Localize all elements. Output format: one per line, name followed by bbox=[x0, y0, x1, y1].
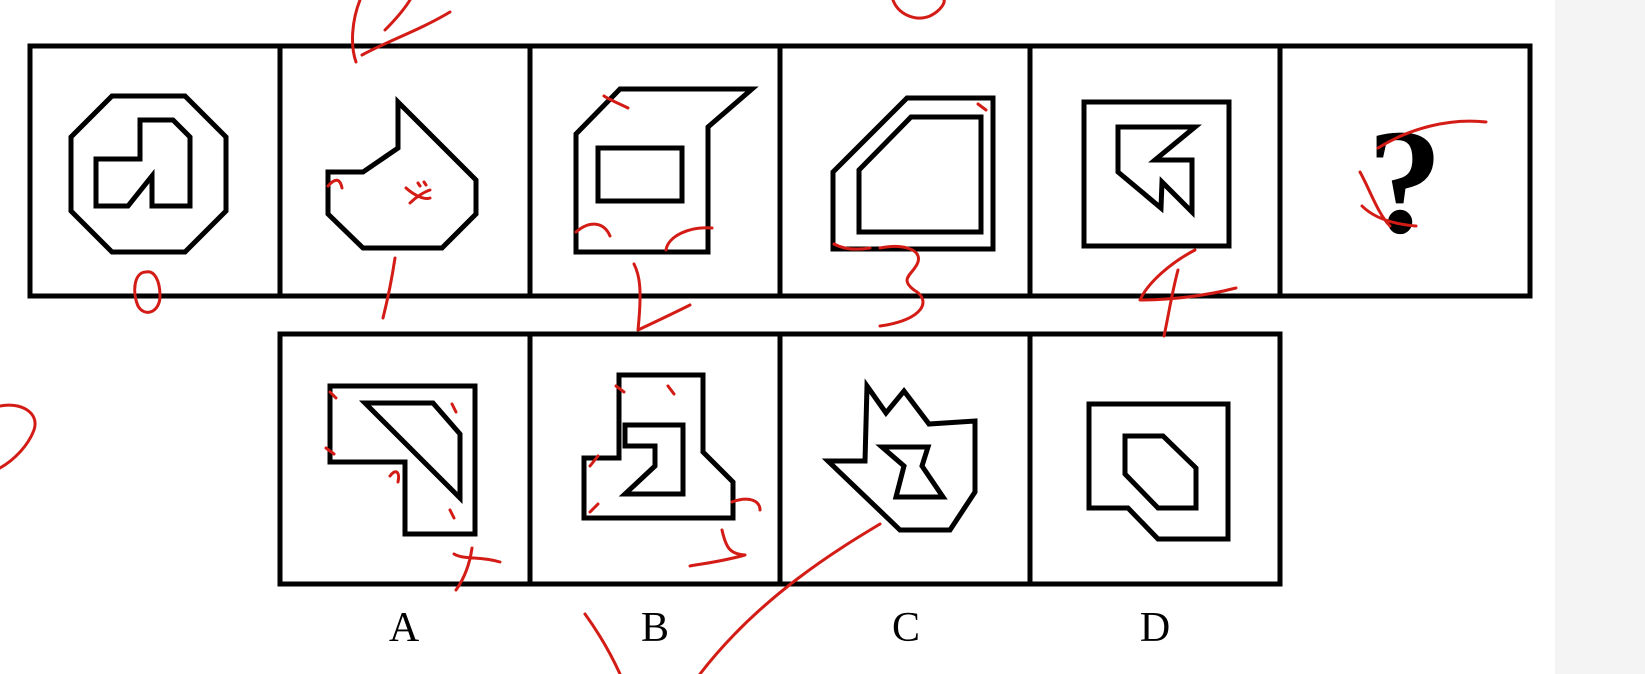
sequence-figure-5 bbox=[1081, 99, 1232, 249]
option-label-b: B bbox=[641, 605, 669, 651]
inner-rectangle bbox=[595, 145, 685, 204]
sequence-missing-cell: ? bbox=[1368, 99, 1443, 265]
option-c-flame-figure bbox=[821, 378, 978, 533]
ink-mark-cell-3 bbox=[574, 94, 714, 252]
ink-question-mark-strike bbox=[1358, 119, 1488, 228]
slanted-frame bbox=[573, 86, 759, 255]
option-d[interactable] bbox=[1086, 401, 1231, 542]
option-label-c: C bbox=[892, 605, 920, 651]
option-b-outer-figure bbox=[581, 372, 736, 521]
ink-option-b-check bbox=[583, 612, 622, 674]
ink-mark-cell-4 bbox=[832, 102, 988, 251]
sequence-figure-2 bbox=[325, 95, 479, 251]
octagon-outline bbox=[68, 93, 229, 255]
right-margin-band bbox=[1555, 0, 1645, 674]
ink-digit-4 bbox=[1138, 248, 1238, 338]
ink-left-edge-scribble bbox=[0, 403, 37, 470]
arrow-cursor-icon bbox=[1115, 124, 1202, 219]
sequence-figure-1 bbox=[68, 93, 229, 255]
spiked-polygon bbox=[325, 95, 479, 251]
ink-digit-2 bbox=[632, 262, 692, 332]
option-a[interactable] bbox=[327, 383, 478, 537]
options-row: A B C D bbox=[277, 331, 1283, 651]
option-c-inner-figure bbox=[875, 444, 948, 500]
option-a-inner-triangle bbox=[358, 400, 463, 505]
ink-mark-cell-2 bbox=[326, 178, 432, 205]
option-c[interactable] bbox=[821, 378, 978, 533]
sequence-figure-3 bbox=[573, 86, 759, 255]
handwritten-annotations bbox=[0, 0, 1488, 674]
sequence-figure-4 bbox=[830, 95, 996, 252]
inner-chamfered-square bbox=[856, 114, 984, 235]
ink-option-c-stroke bbox=[698, 522, 882, 674]
octagon-inner-figure bbox=[93, 117, 193, 209]
ink-digit-1 bbox=[381, 256, 397, 320]
ink-option-b-marks bbox=[588, 384, 762, 568]
square-outline bbox=[1081, 99, 1232, 249]
option-a-outer-figure bbox=[327, 383, 478, 537]
option-b[interactable] bbox=[581, 372, 736, 521]
option-b-inner-chevron bbox=[618, 422, 686, 497]
ink-option-a-marks bbox=[324, 390, 502, 592]
question-mark: ? bbox=[1368, 99, 1443, 265]
sequence-row: ? bbox=[27, 43, 1533, 299]
ink-digit-0 bbox=[133, 270, 162, 314]
ink-scribble-top-center bbox=[891, 0, 946, 20]
option-label-d: D bbox=[1140, 605, 1170, 651]
ink-scribble-top-left bbox=[351, 0, 452, 64]
option-label-a: A bbox=[389, 605, 420, 651]
ink-digit-3 bbox=[878, 245, 925, 328]
option-d-inner-hexagon bbox=[1122, 433, 1199, 511]
option-d-outer-figure bbox=[1086, 401, 1231, 542]
